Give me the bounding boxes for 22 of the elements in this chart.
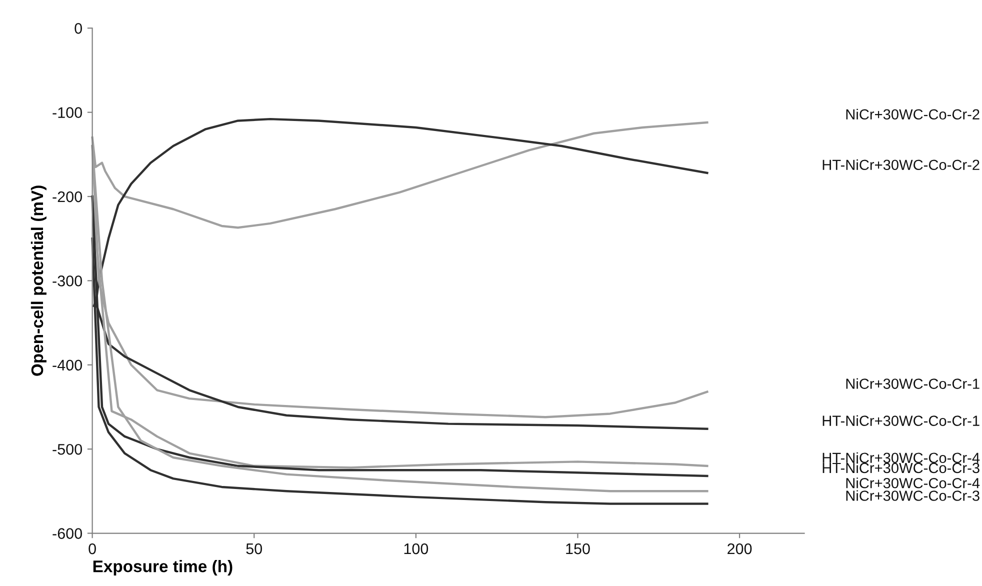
text: NiCr+30WC-Co-Cr-2 (846, 108, 980, 120)
x-tick-label: 150 (566, 543, 590, 554)
y-tick-label: -300 (52, 276, 82, 286)
text: HT-NiCr+30WC-Co-Cr-4 (822, 452, 980, 464)
y-axis-title: Open-cell potential (mV) (30, 186, 46, 376)
text: NiCr+30WC-Co-Cr-1 (846, 378, 980, 389)
x-tick-label: 200 (728, 543, 752, 554)
y-tick-label: -600 (52, 528, 82, 539)
y-tick-label: -400 (52, 360, 82, 371)
text: HT-NiCr+30WC-Co-Cr-2 (822, 159, 980, 170)
x-tick-label: 100 (404, 543, 428, 554)
text: HT-NiCr+30WC-Co-Cr-1 (822, 415, 980, 426)
y-tick-label: -100 (52, 107, 82, 118)
y-tick-label: 0 (74, 22, 82, 34)
y-tick-label: -500 (52, 444, 82, 455)
y-tick-label: -200 (52, 191, 82, 202)
text: HT-NiCr+30WC-Co-Cr-3 (822, 462, 980, 474)
text: NiCr+30WC-Co-Cr-4 (846, 478, 980, 488)
x-axis-title: Exposure time (h) (93, 560, 232, 576)
x-tick-label: 50 (246, 543, 262, 554)
text: NiCr+30WC-Co-Cr-3 (846, 490, 980, 501)
x-tick-label: 0 (88, 543, 96, 554)
